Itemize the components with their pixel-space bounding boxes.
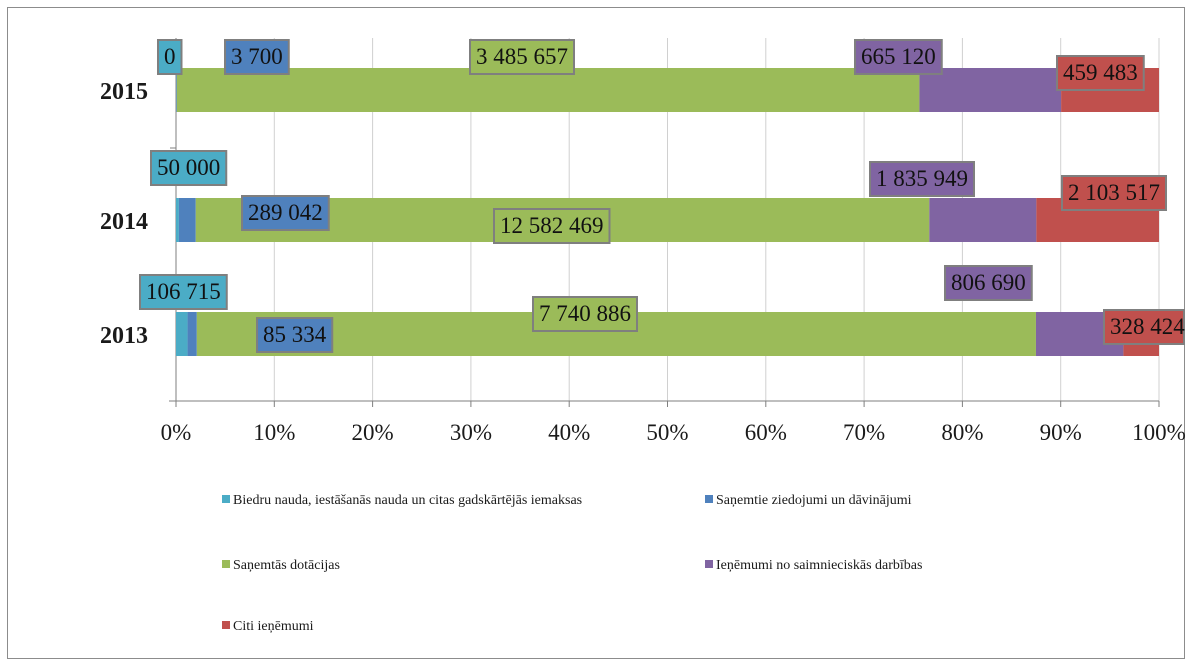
bar-2014-series-1: [176, 198, 179, 242]
data-label-2015-series-1: 0: [157, 39, 183, 75]
data-label-2013-series-2: 85 334: [256, 317, 334, 353]
legend: Biedru nauda, iestāšanās nauda un citas …: [222, 493, 922, 634]
bar-2015-series-3: [176, 68, 920, 112]
data-label-2014-series-5: 2 103 517: [1061, 175, 1167, 211]
legend-label: Biedru nauda, iestāšanās nauda un citas …: [233, 493, 582, 508]
data-label-box: [944, 265, 1033, 301]
data-label-2015-series-4: 665 120: [854, 39, 943, 75]
data-label-2014-series-4: 1 835 949: [869, 161, 975, 197]
data-label-2015-series-2: 3 700: [224, 39, 290, 75]
x-tick-label: 0%: [161, 420, 192, 445]
legend-item-2: Saņemtie ziedojumi un dāvinājumi: [705, 493, 912, 508]
data-label-2013-series-3: 7 740 886: [532, 296, 638, 332]
legend-label: Saņemtās dotācijas: [233, 558, 340, 573]
data-label-text: 289 042: [248, 200, 323, 225]
data-label-text: 85 334: [263, 322, 327, 347]
x-tick-label: 80%: [941, 420, 983, 445]
stacked-bar-chart: 0% 10% 20% 30% 40% 50% 60% 70% 80% 90% 100% 2015 201…: [100, 38, 1186, 634]
bar-2014-series-2: [178, 198, 196, 242]
data-label-2013-series-5: 328 424: [1103, 309, 1185, 345]
data-label-text: 7 740 886: [539, 301, 631, 326]
data-label-text: 12 582 469: [500, 213, 604, 238]
bar-2013-series-1: [176, 312, 188, 356]
x-tick-label: 60%: [745, 420, 787, 445]
data-labels: 0 50 000 106 715 3 700 289 042 85 334 3 485 65…: [139, 39, 1185, 353]
data-label-box: [532, 296, 638, 332]
data-label-2013-series-1: 106 715: [139, 274, 228, 310]
legend-label: Saņemtie ziedojumi un dāvinājumi: [716, 493, 912, 508]
data-label-text: 3 485 657: [476, 44, 568, 69]
category-label-2015: 2015: [100, 79, 148, 105]
data-label-box: [241, 195, 330, 231]
data-label-2014-series-2: 289 042: [241, 195, 330, 231]
legend-item-4: Ieņēmumi no saimnieciskās darbības: [705, 558, 922, 573]
bar-2015-series-2: [176, 68, 177, 112]
legend-label: Citi ieņēmumi: [233, 619, 314, 634]
data-label-box: [256, 317, 334, 353]
legend-swatch: [705, 495, 713, 503]
x-tick-label: 40%: [548, 420, 590, 445]
data-label-box: [1056, 55, 1145, 91]
legend-label: Ieņēmumi no saimnieciskās darbības: [716, 558, 922, 573]
legend-item-5: Citi ieņēmumi: [222, 619, 314, 634]
legend-item-1: Biedru nauda, iestāšanās nauda un citas …: [222, 493, 582, 508]
data-label-text: 2 103 517: [1068, 180, 1160, 205]
x-tick-label: 50%: [646, 420, 688, 445]
bar-2015-series-4: [919, 68, 1062, 112]
legend-swatch: [222, 560, 230, 568]
data-label-text: 459 483: [1063, 60, 1138, 85]
data-label-text: 106 715: [146, 279, 221, 304]
data-label-text: 328 424: [1110, 314, 1185, 339]
data-label-text: 665 120: [861, 44, 936, 69]
data-label-2015-series-5: 459 483: [1056, 55, 1145, 91]
category-label-2013: 2013: [100, 323, 148, 349]
data-label-text: 806 690: [951, 270, 1026, 295]
bar-2013-series-2: [187, 312, 197, 356]
data-label-2015-series-3: 3 485 657: [469, 39, 575, 75]
axes: 0% 10% 20% 30% 40% 50% 60% 70% 80% 90% 100% 2015 201…: [100, 38, 1186, 445]
x-tick-label: 90%: [1040, 420, 1082, 445]
legend-swatch: [222, 495, 230, 503]
data-label-text: 3 700: [231, 44, 283, 69]
data-label-2013-series-4: 806 690: [944, 265, 1033, 301]
bar-2014-series-4: [929, 198, 1037, 242]
x-tick-label: 70%: [843, 420, 885, 445]
data-label-text: 50 000: [157, 155, 220, 180]
data-label-box: [157, 39, 183, 75]
data-label-box: [493, 208, 611, 244]
data-label-2014-series-3: 12 582 469: [493, 208, 611, 244]
x-tick-label: 100%: [1132, 420, 1186, 445]
category-label-2014: 2014: [100, 209, 148, 235]
data-label-box: [150, 150, 228, 186]
data-label-box: [469, 39, 575, 75]
legend-item-3: Saņemtās dotācijas: [222, 558, 340, 573]
legend-swatch: [222, 621, 230, 629]
data-label-2014-series-1: 50 000: [150, 150, 228, 186]
x-tick-label: 10%: [253, 420, 295, 445]
x-tick-label: 30%: [450, 420, 492, 445]
data-label-text: 1 835 949: [876, 166, 968, 191]
chart-frame: 0% 10% 20% 30% 40% 50% 60% 70% 80% 90% 100% 2015 201…: [7, 7, 1186, 659]
data-label-box: [224, 39, 290, 75]
legend-swatch: [705, 560, 713, 568]
data-label-box: [1061, 175, 1167, 211]
data-label-text: 0: [164, 44, 176, 69]
data-label-box: [1103, 309, 1185, 345]
data-label-box: [854, 39, 943, 75]
x-tick-label: 20%: [352, 420, 394, 445]
data-label-box: [139, 274, 228, 310]
data-label-box: [869, 161, 975, 197]
